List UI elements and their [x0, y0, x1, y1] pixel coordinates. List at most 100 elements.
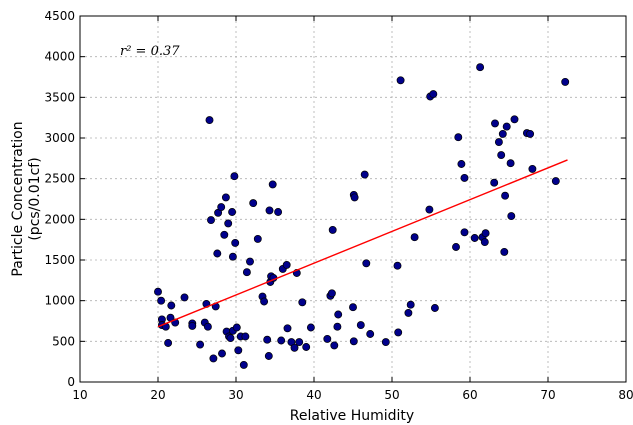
data-point	[328, 225, 337, 234]
data-point	[196, 340, 205, 349]
data-point	[231, 238, 240, 247]
data-point	[228, 208, 237, 216]
data-point	[295, 338, 304, 347]
data-point	[226, 334, 235, 343]
data-point	[290, 343, 299, 352]
y-tick-label: 3000	[44, 131, 75, 145]
data-point	[298, 298, 307, 307]
data-point	[164, 339, 173, 347]
data-point	[425, 205, 434, 214]
data-point	[404, 308, 413, 317]
data-point	[381, 338, 390, 347]
data-point	[481, 229, 490, 238]
data-point	[217, 203, 226, 212]
data-point	[330, 341, 339, 350]
data-point	[470, 234, 479, 242]
data-point	[265, 206, 274, 215]
data-point	[302, 343, 311, 351]
data-point	[167, 301, 176, 310]
data-point	[232, 323, 241, 332]
data-point	[221, 193, 230, 202]
x-tick-label: 20	[150, 388, 165, 402]
data-point	[454, 133, 463, 142]
data-point	[506, 159, 515, 168]
r-squared-annotation: r² = 0.37	[120, 44, 180, 59]
data-point	[362, 259, 371, 268]
data-point	[410, 233, 419, 242]
data-point	[452, 243, 460, 251]
data-point	[394, 328, 403, 337]
data-point	[274, 208, 283, 216]
x-tick-label: 70	[540, 388, 555, 402]
data-point	[306, 323, 315, 332]
plot-frame	[79, 15, 627, 383]
data-point	[239, 360, 248, 369]
data-point	[349, 303, 357, 312]
data-point	[246, 257, 254, 266]
data-point	[528, 164, 537, 173]
data-point	[476, 63, 485, 72]
data-point	[460, 228, 469, 237]
y-tick-label: 4000	[44, 50, 75, 64]
data-point	[268, 180, 277, 189]
data-point	[242, 268, 251, 277]
data-point	[406, 300, 415, 309]
y-tick-label: 0	[67, 375, 75, 389]
data-points	[154, 63, 570, 369]
y-tick-label: 1500	[44, 253, 75, 267]
y-tick-label: 2000	[44, 212, 75, 226]
data-point	[429, 90, 438, 99]
y-axis-title-units: (pcs/0.01cf)	[27, 157, 43, 240]
data-point	[220, 230, 229, 239]
x-tick-label: 50	[384, 388, 399, 402]
data-point	[501, 191, 510, 200]
data-point	[234, 346, 243, 355]
data-point	[507, 212, 516, 221]
data-point	[561, 77, 570, 86]
data-point	[154, 287, 162, 296]
data-point	[393, 261, 402, 270]
regression-line	[157, 159, 568, 328]
x-tick-label: 30	[228, 388, 243, 402]
x-tick-label: 10	[72, 388, 87, 402]
data-point	[282, 260, 291, 269]
y-tick-label: 2500	[44, 172, 75, 186]
data-point	[277, 336, 286, 345]
data-point	[490, 178, 499, 187]
data-point	[180, 293, 189, 302]
data-point	[526, 129, 535, 138]
data-point	[430, 304, 439, 312]
data-point	[500, 247, 509, 256]
y-tick-label: 500	[52, 334, 75, 348]
data-point	[502, 122, 511, 131]
x-axis-title: Relative Humidity	[290, 408, 414, 424]
data-point	[360, 170, 369, 179]
y-axis-title: Particle Concentration	[10, 121, 26, 276]
x-tick-label: 60	[462, 388, 477, 402]
data-point	[209, 354, 218, 363]
data-point	[350, 193, 359, 202]
data-point	[241, 332, 250, 341]
data-point	[230, 172, 239, 181]
y-tick-label: 4500	[44, 9, 75, 23]
axis-tick-labels: 10 20 30 40 50 60 70 80 0 500 1000 1500 2000 2500 3000…	[44, 9, 633, 402]
data-point	[323, 334, 332, 343]
data-point	[218, 349, 226, 358]
data-point	[457, 160, 466, 168]
data-point	[260, 297, 269, 306]
data-point	[203, 322, 212, 331]
data-point	[327, 289, 336, 298]
data-point	[224, 219, 233, 228]
data-point	[207, 216, 215, 225]
data-point	[480, 238, 489, 247]
data-point	[157, 296, 166, 305]
data-point	[366, 330, 375, 338]
data-point	[334, 310, 343, 319]
data-point	[491, 119, 499, 128]
data-point	[188, 321, 197, 330]
data-point	[356, 321, 365, 330]
data-point	[333, 322, 342, 331]
data-point	[264, 352, 273, 360]
data-point	[205, 116, 214, 125]
